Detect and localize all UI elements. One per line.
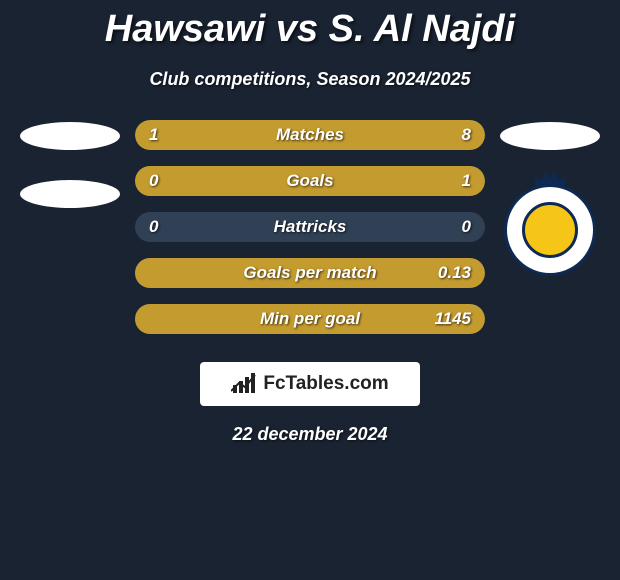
comparison-panel: 1Matches80Goals10Hattricks0Goals per mat… xyxy=(0,120,620,334)
al-nassr-badge xyxy=(500,180,600,264)
right-player-column xyxy=(495,120,605,264)
fctables-logo: FcTables.com xyxy=(200,362,420,406)
stat-row: 0Goals1 xyxy=(135,166,485,196)
player-photo-placeholder xyxy=(500,122,600,150)
stat-value-right: 1145 xyxy=(415,309,485,329)
stat-row: Min per goal1145 xyxy=(135,304,485,334)
stat-label: Hattricks xyxy=(205,217,415,237)
left-player-column xyxy=(15,120,125,208)
club-logo-placeholder xyxy=(20,180,120,208)
stat-row: 0Hattricks0 xyxy=(135,212,485,242)
date-text: 22 december 2024 xyxy=(0,424,620,445)
stat-row: 1Matches8 xyxy=(135,120,485,150)
subtitle: Club competitions, Season 2024/2025 xyxy=(0,69,620,90)
stat-row: Goals per match0.13 xyxy=(135,258,485,288)
stat-value-right: 8 xyxy=(415,125,485,145)
stat-label: Matches xyxy=(205,125,415,145)
stat-label: Min per goal xyxy=(205,309,415,329)
stat-value-left: 0 xyxy=(135,171,205,191)
bar-chart-icon xyxy=(231,373,257,395)
stat-value-right: 0.13 xyxy=(415,263,485,283)
stats-list: 1Matches80Goals10Hattricks0Goals per mat… xyxy=(135,120,485,334)
stat-value-right: 1 xyxy=(415,171,485,191)
stat-label: Goals per match xyxy=(205,263,415,283)
stat-value-left: 1 xyxy=(135,125,205,145)
player-photo-placeholder xyxy=(20,122,120,150)
stat-label: Goals xyxy=(205,171,415,191)
stat-value-right: 0 xyxy=(415,217,485,237)
footer-brand-text: FcTables.com xyxy=(263,373,388,395)
stat-value-left: 0 xyxy=(135,217,205,237)
page-title: Hawsawi vs S. Al Najdi xyxy=(0,0,620,51)
